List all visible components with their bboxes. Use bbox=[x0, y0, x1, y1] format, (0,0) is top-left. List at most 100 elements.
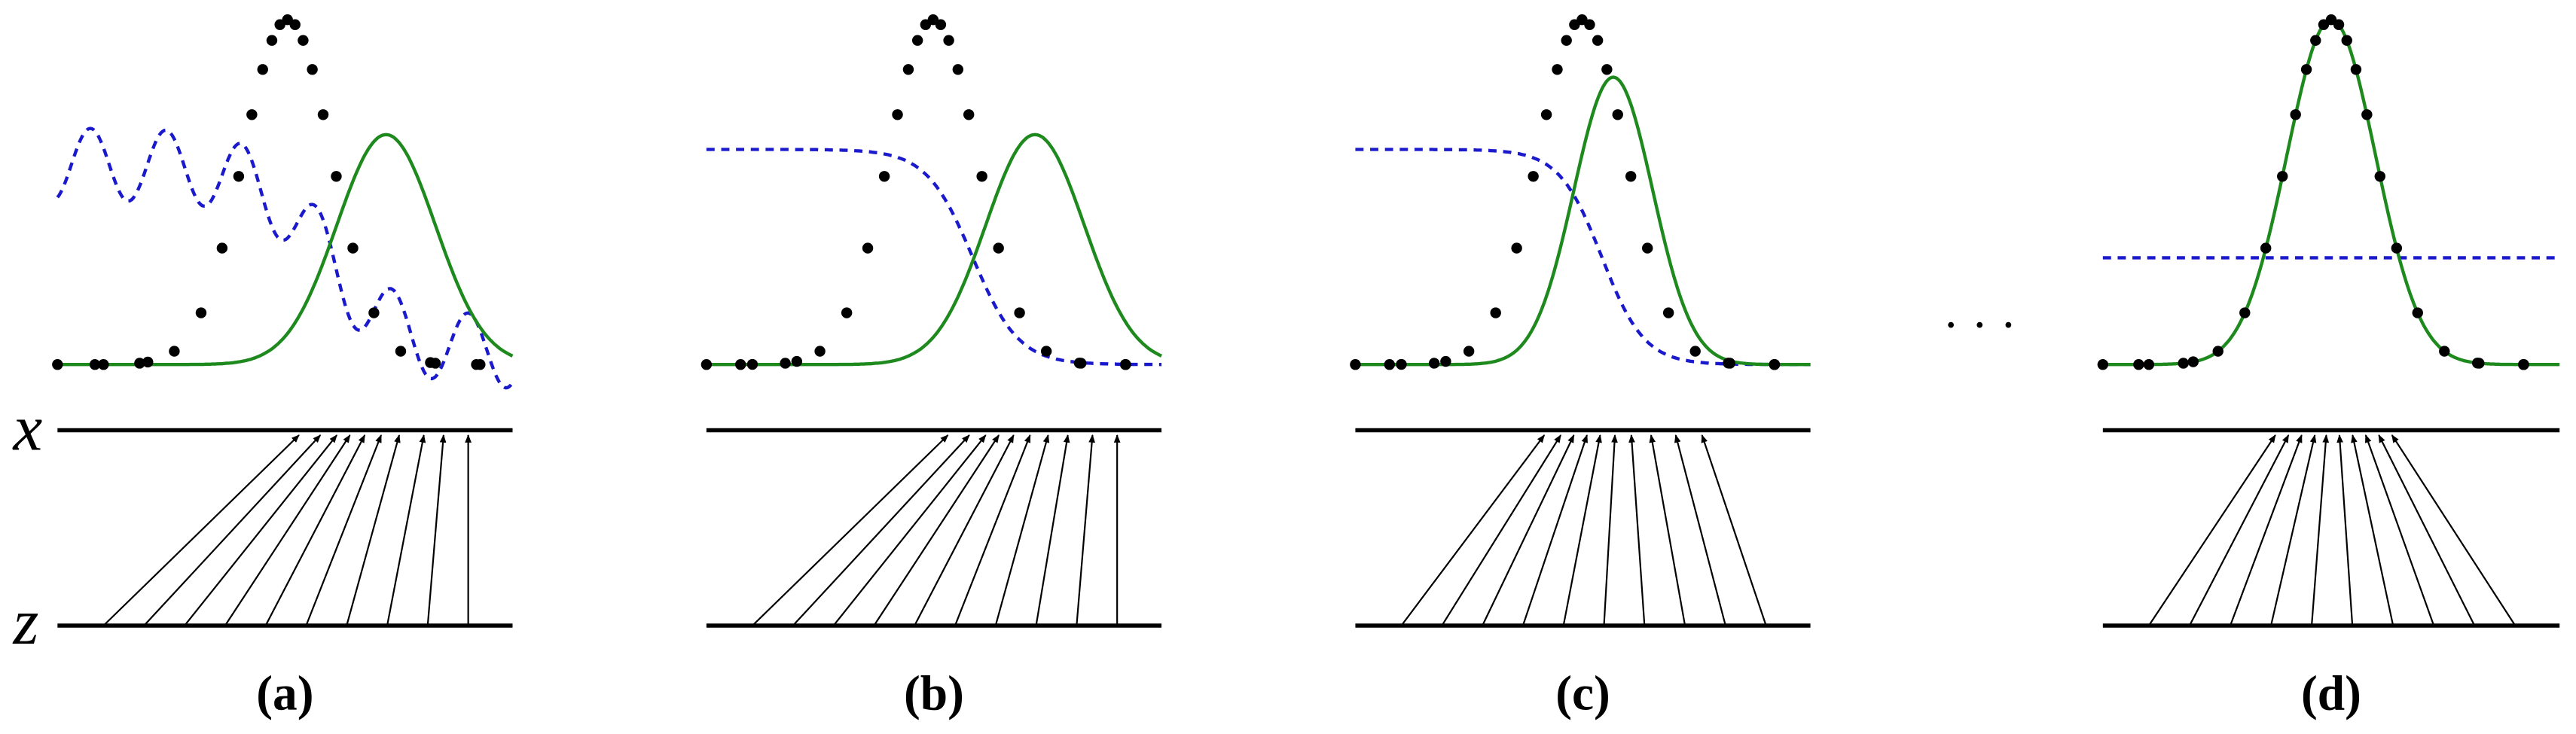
data-point bbox=[2471, 358, 2483, 369]
data-point bbox=[2178, 358, 2189, 369]
data-point bbox=[317, 109, 329, 120]
data-point bbox=[902, 64, 914, 75]
mapping-arrow bbox=[2147, 434, 2276, 626]
mapping-arrow bbox=[914, 434, 1015, 626]
mapping-arrow bbox=[2310, 434, 2330, 626]
data-point bbox=[1428, 358, 1440, 369]
data-point bbox=[1350, 359, 1361, 370]
mapping-arrow bbox=[305, 434, 383, 626]
data-point bbox=[425, 357, 436, 368]
data-point bbox=[1552, 64, 1563, 75]
mapping-arrow bbox=[1400, 434, 1546, 626]
generator-density bbox=[57, 132, 514, 367]
data-point bbox=[331, 171, 342, 182]
mapping-arrow bbox=[1482, 434, 1575, 626]
data-point bbox=[89, 359, 101, 370]
data-point bbox=[1689, 346, 1701, 357]
data-point bbox=[1540, 109, 1552, 120]
discriminator-curve bbox=[706, 148, 1162, 367]
mapping-arrow bbox=[1674, 434, 1726, 626]
data-point bbox=[862, 242, 874, 254]
data-point bbox=[1440, 355, 1451, 367]
data-point bbox=[1662, 307, 1674, 318]
mapping-arrow bbox=[2269, 434, 2317, 626]
data-point bbox=[195, 307, 207, 318]
data-point bbox=[2412, 307, 2423, 318]
data-point bbox=[2439, 346, 2450, 357]
data-point bbox=[976, 171, 987, 182]
mapping-arrow bbox=[2336, 434, 2354, 626]
data-point bbox=[1642, 242, 1653, 254]
mapping-arrow bbox=[264, 434, 366, 626]
data-point bbox=[814, 346, 826, 357]
data-point bbox=[1040, 346, 1052, 357]
data-point bbox=[1561, 35, 1572, 46]
mapping-arrow bbox=[1521, 434, 1588, 626]
data-point bbox=[2341, 35, 2352, 46]
data-point bbox=[911, 35, 923, 46]
data-point bbox=[368, 307, 380, 318]
panel-label: (a) bbox=[256, 666, 313, 720]
data-point bbox=[1073, 358, 1085, 369]
data-point bbox=[1723, 358, 1734, 369]
data-point bbox=[98, 359, 109, 370]
data-point bbox=[791, 355, 803, 367]
mapping-arrow bbox=[2391, 434, 2516, 626]
data-point bbox=[2350, 64, 2362, 75]
data-point bbox=[1396, 358, 1407, 370]
data-point bbox=[471, 359, 482, 370]
data-point bbox=[2187, 356, 2199, 367]
mapping-arrow bbox=[954, 434, 1031, 626]
data-point bbox=[142, 356, 154, 368]
data-point bbox=[2143, 359, 2155, 370]
mapping-arrow bbox=[832, 434, 987, 626]
data-point bbox=[2260, 242, 2272, 254]
data-point bbox=[347, 242, 359, 254]
data-point bbox=[735, 359, 746, 370]
data-point bbox=[2290, 109, 2301, 120]
mapping-arrow bbox=[1076, 434, 1095, 626]
generator-density bbox=[1355, 75, 1811, 367]
data-point bbox=[233, 171, 245, 182]
mapping-arrow bbox=[2188, 434, 2290, 626]
mapping-arrow bbox=[994, 434, 1050, 626]
data-point bbox=[2300, 64, 2312, 75]
mapping-arrow bbox=[1035, 434, 1070, 626]
mapping-arrow bbox=[224, 434, 351, 626]
mapping-arrow bbox=[386, 434, 426, 626]
data-point bbox=[943, 35, 954, 46]
mapping-arrow bbox=[873, 434, 1000, 626]
data-point bbox=[307, 64, 318, 75]
data-point bbox=[2518, 359, 2529, 370]
data-point bbox=[2133, 359, 2144, 370]
ellipsis: · · · bbox=[1943, 299, 2016, 353]
x-axis-letter: x bbox=[11, 391, 42, 464]
mapping-arrow bbox=[102, 434, 300, 626]
data-point bbox=[963, 109, 975, 120]
data-point bbox=[289, 19, 301, 30]
mapping-arrow bbox=[1562, 434, 1602, 626]
data-point bbox=[1511, 242, 1522, 254]
generator-density bbox=[706, 132, 1163, 367]
data-point bbox=[952, 64, 964, 75]
data-point bbox=[134, 358, 145, 369]
data-point bbox=[2097, 359, 2109, 370]
mapping-arrow bbox=[1441, 434, 1561, 626]
data-point bbox=[52, 359, 63, 370]
data-point bbox=[2310, 35, 2321, 46]
data-point bbox=[266, 35, 278, 46]
data-point bbox=[298, 35, 309, 46]
data-point bbox=[2361, 109, 2373, 120]
data-point bbox=[1769, 359, 1780, 370]
discriminator-curve bbox=[56, 126, 514, 390]
data-point bbox=[2277, 171, 2288, 182]
data-point bbox=[2239, 307, 2251, 318]
data-point bbox=[246, 109, 258, 120]
mapping-arrow bbox=[1603, 434, 1618, 626]
data-point bbox=[1612, 109, 1623, 120]
panel-label: (b) bbox=[904, 666, 964, 720]
generator-density bbox=[2102, 18, 2560, 367]
data-point bbox=[1625, 171, 1637, 182]
